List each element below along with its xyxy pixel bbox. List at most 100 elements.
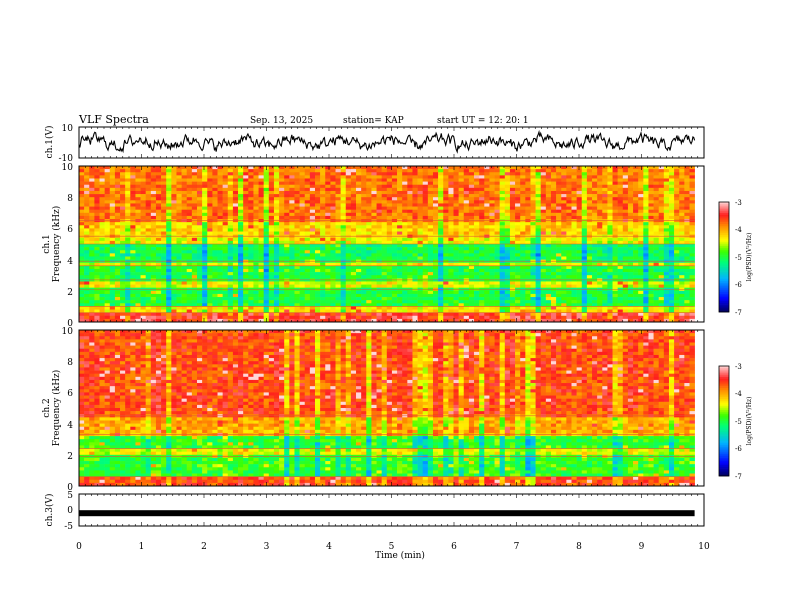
spectrogram-cell: [222, 200, 229, 204]
spectrogram-cell: [366, 187, 372, 192]
spectrogram-cell: [155, 262, 162, 267]
spectrogram-cell: [181, 190, 188, 195]
spectrogram-cell: [484, 256, 490, 260]
spectrogram-cell: [79, 175, 85, 179]
spectrogram-cell: [227, 281, 234, 285]
spectrogram-cell: [545, 309, 552, 313]
spectrogram-cell: [84, 309, 90, 313]
spectrogram-cell: [79, 231, 85, 235]
spectrogram-cell: [232, 290, 239, 295]
spectrogram-cell: [309, 203, 316, 207]
spectrogram-cell: [361, 237, 367, 242]
spectrogram-cell: [391, 265, 398, 270]
spectrogram-cell: [150, 250, 157, 254]
spectrogram-cell: [114, 225, 121, 229]
spectrogram-cell: [576, 297, 583, 301]
spectrogram-cell: [376, 309, 382, 313]
spectrogram-cell: [191, 240, 198, 245]
spectrogram-cell: [566, 303, 572, 307]
spectrogram-cell: [345, 197, 352, 201]
spectrogram-cell: [330, 262, 336, 267]
spectrogram-cell: [550, 231, 557, 235]
spectrogram-cell: [227, 215, 234, 220]
spectrogram-cell: [330, 225, 336, 229]
spectrogram-cell: [263, 175, 270, 179]
spectrogram-cell: [309, 212, 316, 217]
spectrogram-cell: [566, 312, 572, 317]
spectrogram-cell: [304, 306, 311, 310]
spectrogram-cell: [443, 275, 449, 279]
spectrogram-cell: [79, 178, 85, 182]
spectrogram-cell: [155, 247, 162, 251]
spectrogram-cell: [84, 297, 90, 301]
spectrogram-cell: [289, 181, 295, 186]
spectrogram-cell: [258, 281, 264, 285]
spectrogram-cell: [458, 212, 465, 217]
spectrogram-cell: [161, 262, 167, 267]
spectrogram-cell: [114, 197, 121, 201]
spectrogram-cell: [438, 215, 444, 220]
spectrogram-cell: [494, 187, 500, 192]
spectrogram-cell: [335, 215, 341, 220]
spectrogram-cell: [84, 244, 90, 248]
spectrogram-cell: [273, 209, 280, 214]
spectrogram-cell: [515, 175, 521, 179]
spectrogram-cell: [520, 312, 526, 317]
spectrogram-cell: [196, 178, 203, 182]
spectrogram-cell: [474, 212, 480, 217]
spectrogram-cell: [227, 197, 234, 201]
spectrogram-cell: [176, 194, 182, 198]
spectrogram-cell: [294, 253, 300, 257]
spectrogram-cell: [479, 197, 485, 201]
spectrogram-cell: [294, 197, 300, 201]
spectrogram-cell: [284, 250, 290, 254]
spectrogram-cell: [504, 175, 511, 179]
spectrogram-cell: [438, 166, 444, 170]
spectrogram-cell: [335, 175, 341, 179]
spectrogram-cell: [196, 300, 203, 304]
spectrogram-cell: [84, 265, 90, 270]
spectrogram-cell: [530, 312, 536, 317]
spectrogram-cell: [263, 240, 270, 245]
spectrogram-cell: [504, 253, 511, 257]
spectrogram-cell: [284, 190, 290, 195]
spectrogram-cell: [417, 215, 424, 220]
spectrogram-cell: [150, 197, 157, 201]
spectrogram-cell: [104, 237, 111, 242]
spectrogram-cell: [202, 290, 208, 295]
spectrogram-cell: [166, 178, 172, 182]
spectrogram-cell: [243, 190, 249, 195]
spectrogram-cell: [586, 175, 593, 179]
spectrogram-cell: [330, 184, 336, 189]
spectrogram-cell: [232, 247, 239, 251]
spectrogram-cell: [171, 250, 177, 254]
spectrogram-cell: [109, 184, 116, 189]
spectrogram-cell: [212, 181, 218, 186]
spectrogram-cell: [253, 309, 259, 313]
spectrogram-cell: [79, 290, 85, 295]
spectrogram-cell: [104, 262, 111, 267]
spectrogram-cell: [350, 272, 357, 276]
spectrogram-cell: [504, 206, 511, 210]
spectrogram-cell: [494, 209, 500, 214]
spectrogram-cell: [304, 315, 311, 320]
spectrogram-cell: [227, 300, 234, 304]
spectrogram-cell: [268, 256, 275, 260]
spectrogram-cell: [386, 181, 393, 186]
spectrogram-cell: [330, 309, 336, 313]
spectrogram-cell: [545, 190, 552, 195]
spectrogram-cell: [361, 275, 367, 279]
spectrogram-cell: [243, 247, 249, 251]
spectrogram-cell: [479, 275, 485, 279]
spectrogram-cell: [130, 306, 136, 310]
spectrogram-cell: [161, 247, 167, 251]
spectrogram-cell: [186, 222, 193, 226]
spectrogram-cell: [196, 194, 203, 198]
spectrogram-cell: [325, 297, 331, 301]
spectrogram-cell: [397, 315, 403, 320]
spectrogram-cell: [196, 247, 203, 251]
spectrogram-cell: [391, 297, 398, 301]
spectrogram-cell: [366, 318, 372, 323]
spectrogram-cell: [150, 228, 157, 232]
spectrogram-cell: [243, 225, 249, 229]
